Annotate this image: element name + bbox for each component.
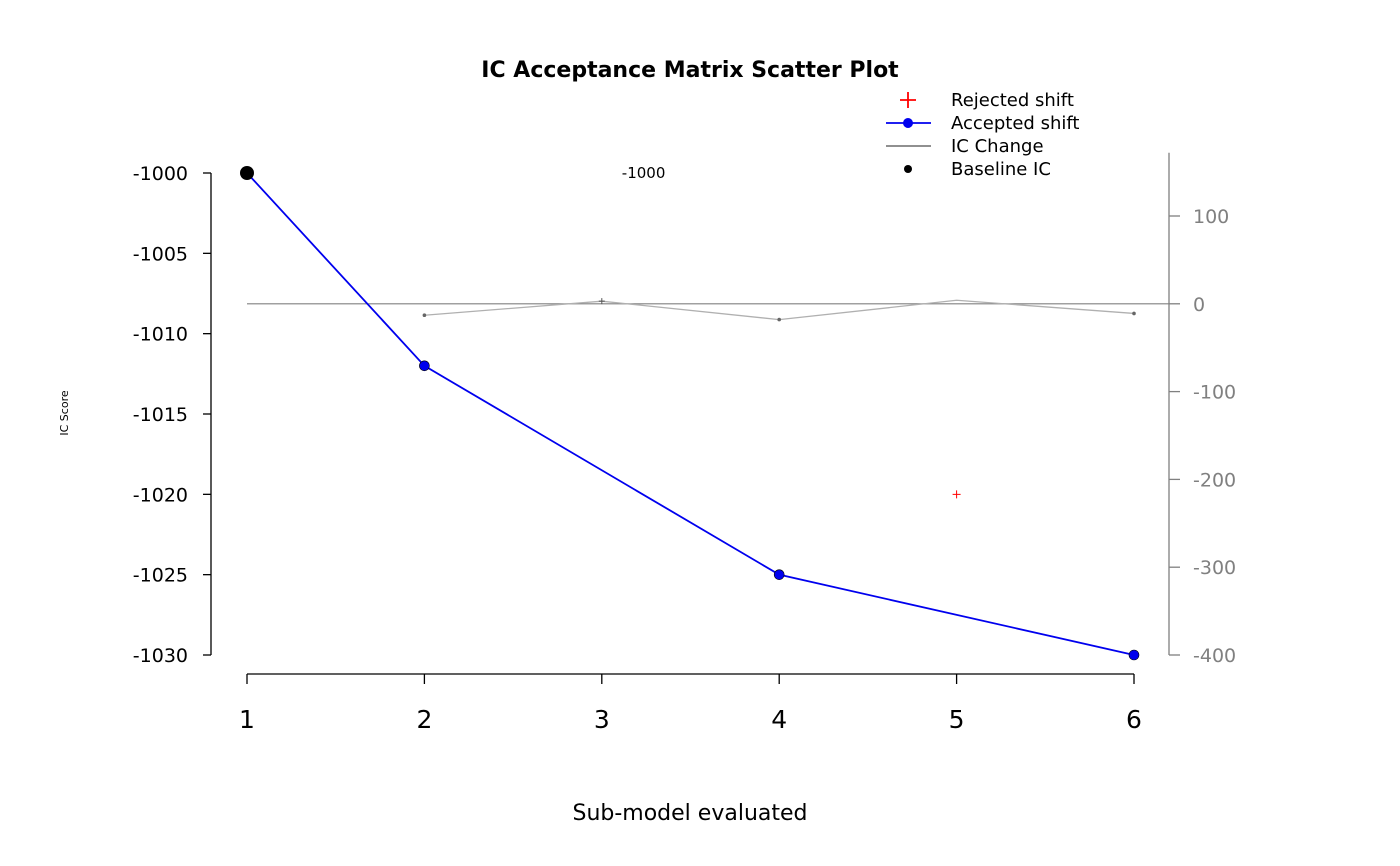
ic-change-point <box>422 313 427 318</box>
legend-rejected-icon <box>900 92 916 108</box>
legend-label: Baseline IC <box>951 159 1051 180</box>
y2-tick-label: 100 <box>1193 206 1229 228</box>
legend-label: Accepted shift <box>951 113 1079 134</box>
accepted-shift-point <box>1128 649 1140 661</box>
accepted-shift-point <box>419 360 430 372</box>
legend-accepted-marker <box>903 118 913 128</box>
marks: -1000 <box>240 164 1169 661</box>
ic-change-line <box>424 299 1135 321</box>
accepted-shift-point <box>773 569 785 580</box>
x-tick-label: 4 <box>771 705 787 734</box>
legend-label: Rejected shift <box>951 90 1074 111</box>
y2-tick-label: -100 <box>1193 382 1236 404</box>
y-tick-label: -1020 <box>133 484 188 506</box>
legend-label: IC Change <box>951 136 1044 157</box>
annotation-label: -1000 <box>622 164 666 182</box>
y-tick-label: -1000 <box>133 163 188 185</box>
y-tick-label: -1005 <box>133 243 188 265</box>
baseline-ic-point <box>240 166 254 180</box>
x-tick-label: 6 <box>1126 705 1142 734</box>
y-axis-label: IC Score <box>58 390 71 435</box>
y2-tick-label: -400 <box>1193 645 1236 667</box>
y-tick-label: -1025 <box>133 565 188 587</box>
accepted-shift-line <box>246 172 1135 656</box>
ic-change-point <box>777 317 781 322</box>
y-tick-label: -1030 <box>133 645 188 667</box>
x-axis-label: Sub-model evaluated <box>572 801 807 826</box>
y-tick-label: -1015 <box>133 404 188 426</box>
chart-title: IC Acceptance Matrix Scatter Plot <box>481 58 899 83</box>
y2-tick-label: -300 <box>1193 557 1236 579</box>
x-tick-label: 1 <box>239 705 255 734</box>
ic-change-point <box>1132 311 1136 316</box>
y-tick-label: -1010 <box>133 324 188 346</box>
legend-baseline-icon <box>904 165 912 173</box>
ic-change-point <box>598 298 605 305</box>
y2-tick-label: -200 <box>1193 469 1236 491</box>
x-tick-label: 2 <box>416 705 432 734</box>
x-tick-label: 3 <box>594 705 610 734</box>
x-tick-label: 5 <box>949 705 965 734</box>
y2-tick-label: 0 <box>1193 294 1205 316</box>
rejected-shift-point <box>952 490 961 499</box>
